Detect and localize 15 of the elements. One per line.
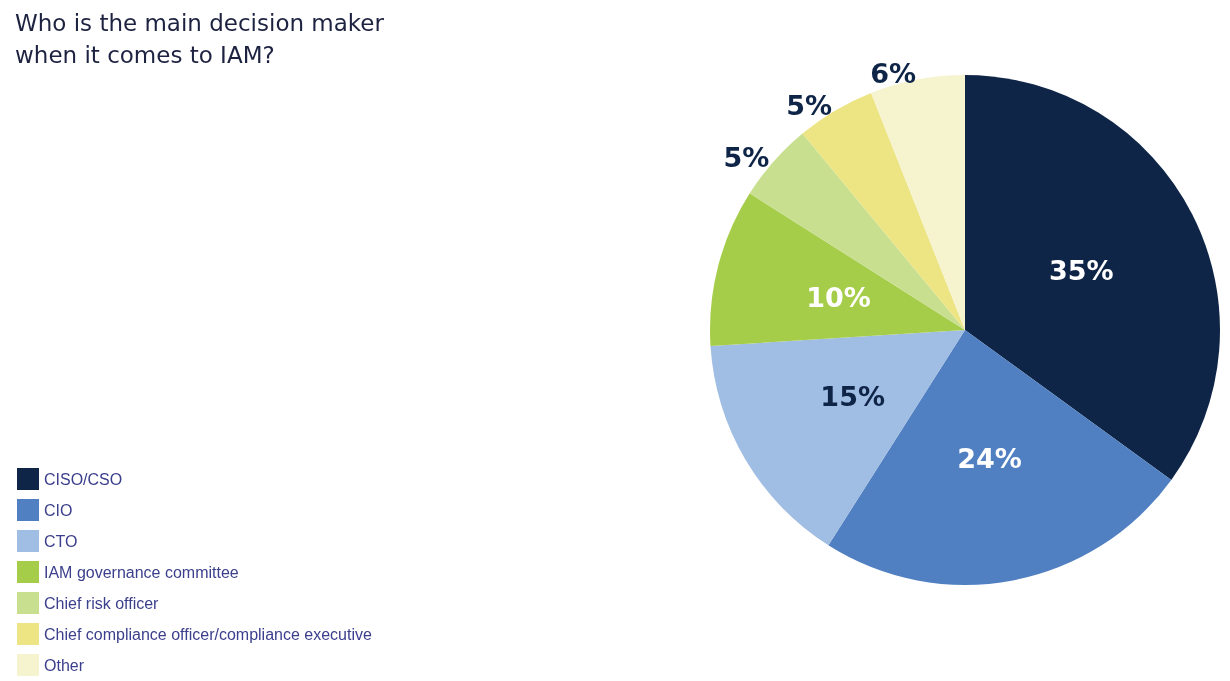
- legend-label: CTO: [44, 532, 78, 550]
- data-label: 5%: [723, 141, 770, 173]
- data-label: 35%: [1048, 255, 1114, 287]
- data-label: 15%: [820, 380, 885, 412]
- data-label: 6%: [870, 58, 917, 90]
- data-label: 5%: [786, 89, 833, 121]
- legend-label: Other: [44, 656, 85, 674]
- legend-label: CIO: [44, 501, 73, 519]
- legend-label: Chief compliance officer/compliance executive: [44, 625, 372, 643]
- data-label: 10%: [806, 282, 871, 314]
- data-label: 24%: [957, 442, 1022, 474]
- legend-label: IAM governance committee: [44, 563, 239, 581]
- legend-label: CISO/CSO: [44, 470, 123, 488]
- legend-label: Chief risk officer: [44, 594, 160, 612]
- chart-title: Who is the main decision maker when it comes to IAM?: [15, 10, 385, 68]
